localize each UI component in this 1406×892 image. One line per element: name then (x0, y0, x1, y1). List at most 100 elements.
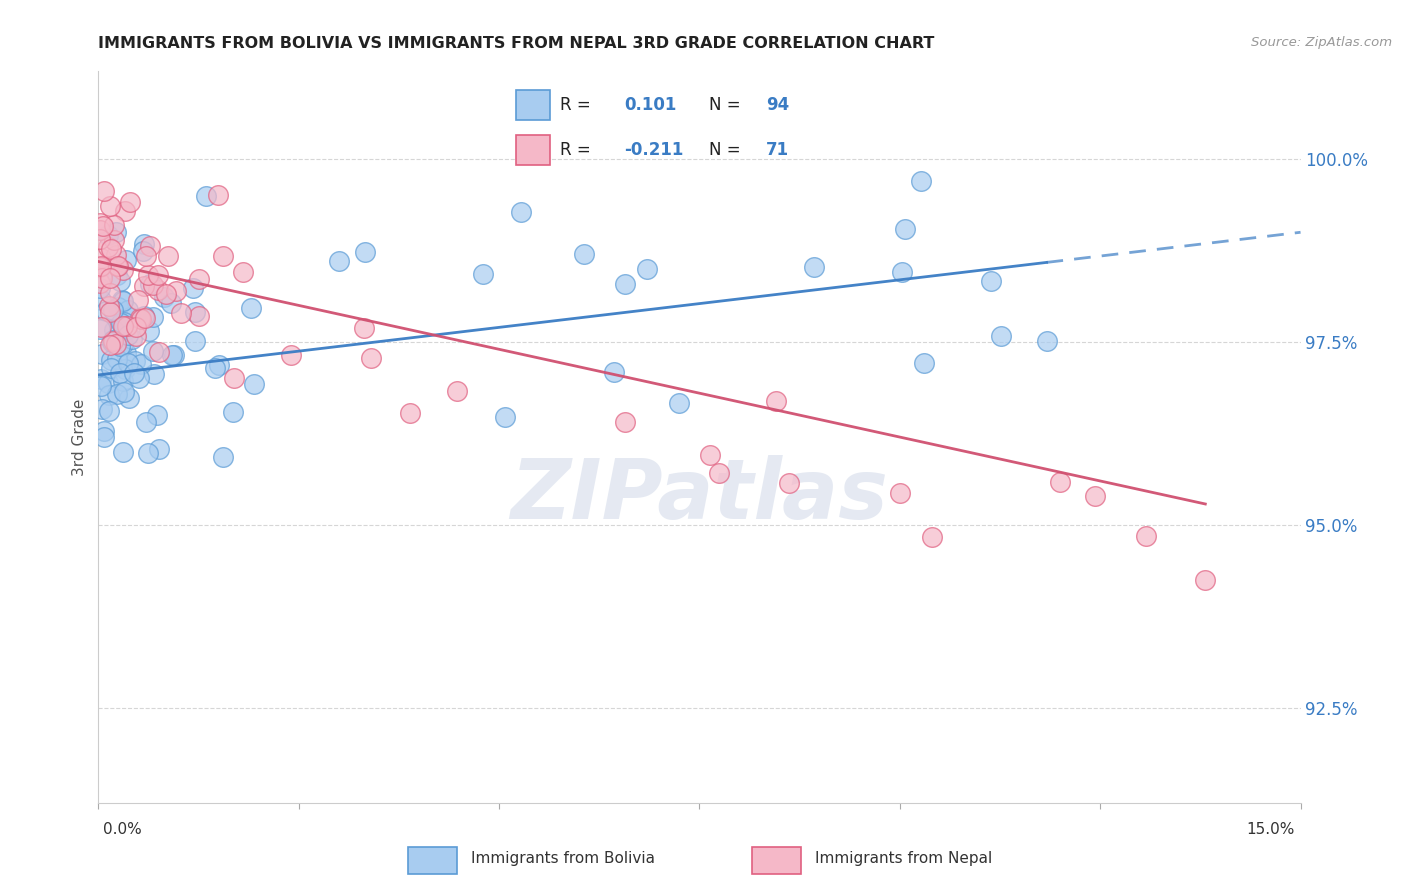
Point (139, 277, 162, 291)
Point (121, 332, 143, 346)
Point (98, 270, 121, 285)
Point (778, 475, 800, 490)
Point (893, 221, 915, 235)
Point (115, 252, 138, 267)
Point (105, 386, 128, 401)
Point (93, 425, 115, 439)
Point (101, 334, 124, 349)
Point (889, 486, 911, 500)
Point (155, 286, 177, 301)
Point (90, 259, 112, 273)
Point (1135, 528, 1157, 542)
Point (110, 274, 132, 288)
Point (115, 345, 138, 359)
Point (90, 270, 112, 285)
Point (114, 362, 136, 376)
Point (89, 223, 111, 237)
Point (104, 248, 127, 262)
Text: N =: N = (709, 95, 745, 113)
Y-axis label: 3rd Grade: 3rd Grade (72, 399, 87, 475)
Point (128, 311, 150, 326)
Point (112, 445, 135, 459)
Point (148, 283, 170, 297)
Point (142, 310, 165, 324)
Point (146, 409, 169, 423)
Point (90, 293, 112, 307)
Point (636, 261, 658, 276)
Point (328, 254, 350, 268)
Point (98, 286, 121, 301)
Point (574, 247, 596, 261)
Point (107, 300, 129, 314)
Point (980, 274, 1002, 288)
Point (100, 353, 122, 368)
Point (89, 232, 111, 246)
Point (117, 303, 139, 318)
Point (110, 316, 132, 330)
Point (212, 249, 235, 263)
Point (127, 293, 149, 307)
Point (142, 278, 165, 293)
Point (222, 405, 245, 419)
Point (232, 265, 254, 279)
Point (132, 237, 155, 252)
Point (105, 351, 128, 366)
Point (90, 379, 112, 393)
Point (114, 204, 136, 219)
Point (131, 357, 153, 371)
Point (360, 351, 382, 365)
Point (98, 298, 121, 312)
Text: Immigrants from Bolivia: Immigrants from Bolivia (471, 851, 655, 866)
Point (100, 242, 122, 256)
Point (132, 244, 155, 258)
Point (494, 409, 516, 424)
Point (112, 293, 135, 308)
Point (108, 366, 131, 380)
Point (472, 267, 495, 281)
Text: 15.0%: 15.0% (1247, 822, 1295, 837)
Point (91, 401, 114, 416)
Point (280, 348, 302, 362)
Point (120, 194, 142, 209)
Point (146, 268, 169, 283)
Point (97, 388, 120, 402)
Text: -0.211: -0.211 (624, 141, 683, 159)
Point (110, 293, 132, 307)
Point (138, 324, 160, 338)
Point (105, 260, 128, 274)
Point (1035, 334, 1057, 348)
Point (707, 467, 730, 481)
Point (399, 406, 422, 420)
Point (124, 366, 146, 380)
Point (124, 319, 146, 334)
Point (132, 279, 155, 293)
Bar (516, 89, 550, 120)
Point (103, 333, 125, 347)
Point (101, 334, 124, 349)
Point (124, 354, 146, 368)
Point (194, 188, 217, 202)
Point (108, 338, 131, 352)
Text: R =: R = (560, 95, 596, 113)
Point (96, 304, 118, 318)
Point (125, 329, 148, 343)
Point (107, 259, 129, 273)
Text: N =: N = (709, 141, 745, 159)
Point (97, 376, 120, 391)
Point (112, 315, 135, 329)
Point (98, 404, 121, 418)
Point (243, 377, 266, 392)
Point (118, 391, 141, 405)
Point (353, 245, 375, 260)
Point (990, 329, 1012, 343)
Point (170, 306, 193, 320)
Point (803, 260, 825, 274)
Point (103, 233, 125, 247)
Point (222, 371, 245, 385)
Bar (516, 135, 550, 164)
Point (160, 348, 183, 362)
Point (148, 344, 170, 359)
Text: 71: 71 (766, 141, 789, 159)
Point (93, 430, 115, 444)
Point (98, 338, 121, 352)
